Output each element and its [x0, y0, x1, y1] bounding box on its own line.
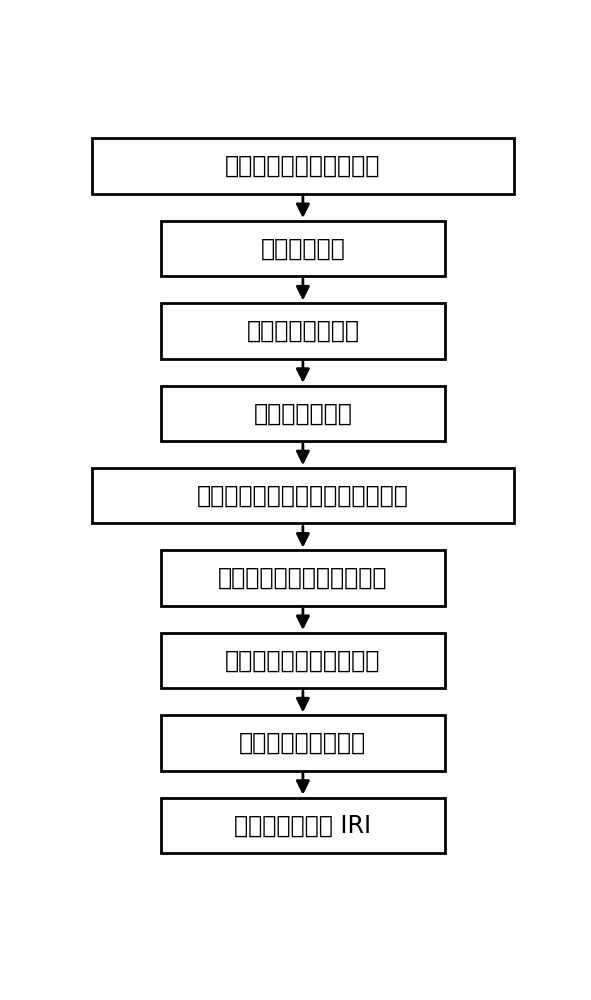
Text: 基于行车加速度的数据自适应分段: 基于行车加速度的数据自适应分段: [197, 484, 409, 508]
Text: 输入待计算区间原始数据: 输入待计算区间原始数据: [225, 154, 381, 178]
FancyBboxPatch shape: [161, 633, 445, 688]
Text: 分段获取路面纵断面轮廓: 分段获取路面纵断面轮廓: [225, 649, 381, 673]
Text: 选取有效测量数据: 选取有效测量数据: [246, 319, 359, 343]
FancyBboxPatch shape: [161, 715, 445, 771]
FancyBboxPatch shape: [161, 550, 445, 606]
FancyBboxPatch shape: [92, 138, 514, 194]
FancyBboxPatch shape: [161, 221, 445, 276]
Text: 路面纵断面轮廓拼接: 路面纵断面轮廓拼接: [239, 731, 366, 755]
FancyBboxPatch shape: [161, 798, 445, 853]
Text: 计算行车加速度: 计算行车加速度: [254, 401, 352, 425]
Text: 计算国际平整度 IRI: 计算国际平整度 IRI: [234, 813, 372, 837]
FancyBboxPatch shape: [161, 386, 445, 441]
Text: 分段获取载车上下震动距离: 分段获取载车上下震动距离: [218, 566, 388, 590]
FancyBboxPatch shape: [161, 303, 445, 359]
Text: 计算行车速度: 计算行车速度: [261, 237, 345, 261]
FancyBboxPatch shape: [92, 468, 514, 523]
